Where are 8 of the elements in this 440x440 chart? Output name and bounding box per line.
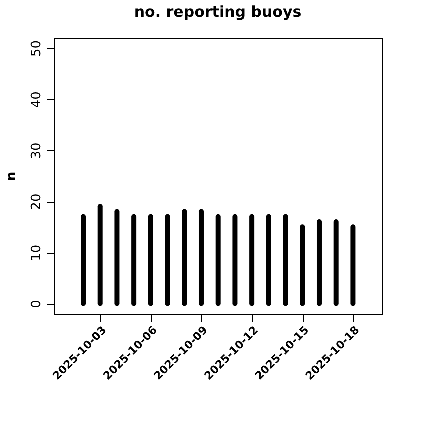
y-axis-title: n — [4, 172, 20, 182]
y-tick-label: 20 — [30, 194, 44, 210]
chart-title: no. reporting buoys — [134, 3, 302, 21]
y-tick-label: 0 — [30, 300, 44, 308]
y-tick-label: 50 — [30, 40, 44, 57]
y-tick-label: 40 — [30, 92, 44, 108]
y-tick-label: 10 — [30, 244, 44, 262]
y-tick-label: 30 — [30, 142, 44, 160]
